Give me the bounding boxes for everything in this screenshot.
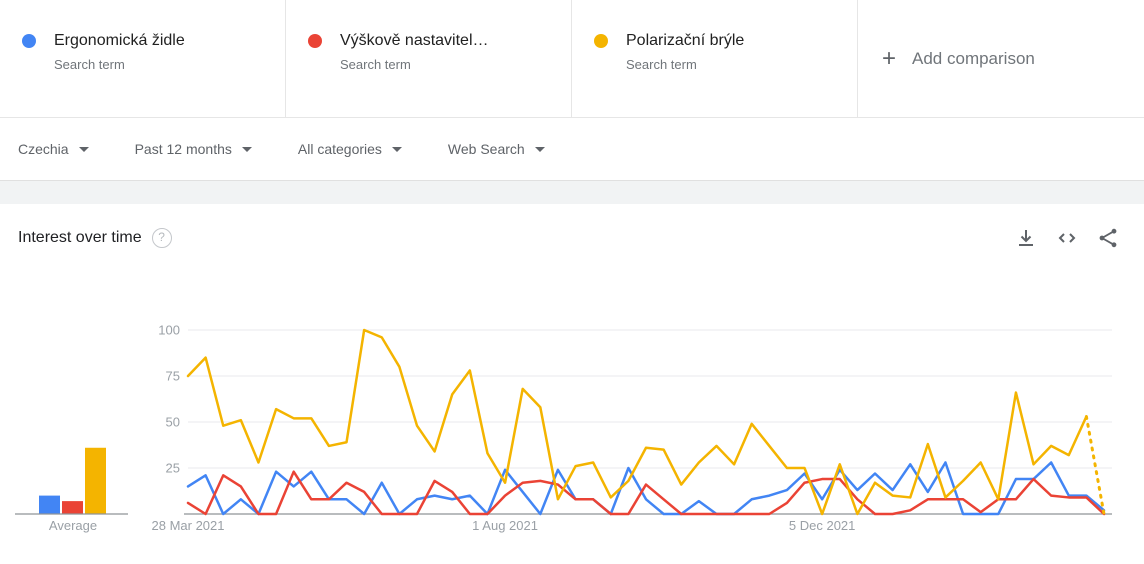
term-subtitle: Search term — [340, 57, 411, 72]
download-icon — [1019, 229, 1033, 246]
comparison-cards-row: Ergonomická židle Search term Výškově na… — [0, 0, 1144, 118]
add-comparison-button[interactable]: + Add comparison — [858, 0, 1144, 117]
embed-button[interactable] — [1055, 226, 1079, 250]
term-card-1[interactable]: Ergonomická židle Search term — [0, 0, 286, 117]
add-comparison-label: Add comparison — [912, 48, 1035, 68]
filter-region-dropdown[interactable]: Czechia — [18, 141, 89, 157]
average-label: Average — [49, 518, 97, 533]
y-axis-tick-75: 75 — [166, 369, 180, 384]
panel-header: Interest over time ? — [0, 204, 1144, 254]
share-icon — [1099, 228, 1117, 247]
filter-time-range-label: Past 12 months — [134, 141, 232, 157]
y-axis-tick-50: 50 — [166, 415, 180, 430]
average-bar-3 — [85, 447, 106, 514]
chevron-down-icon — [391, 146, 402, 152]
term-subtitle: Search term — [54, 57, 125, 72]
series-line-3 — [186, 328, 1088, 516]
interest-over-time-panel: Interest over time ? 25 50 75 100 Average 28 … — [0, 204, 1144, 564]
x-axis-tick-3: 5 Dec 2021 — [789, 518, 856, 533]
term-color-dot-red — [308, 34, 322, 48]
term-card-2[interactable]: Výškově nastavitel… Search term — [286, 0, 572, 117]
embed-code-icon — [1058, 232, 1076, 243]
chevron-down-icon — [534, 146, 545, 152]
term-card-3[interactable]: Polarizační brýle Search term — [572, 0, 858, 117]
term-title: Výškově nastavitel… — [340, 32, 489, 49]
filter-region-label: Czechia — [18, 141, 69, 157]
y-axis-tick-25: 25 — [166, 461, 180, 476]
x-axis-tick-1: 28 Mar 2021 — [152, 518, 225, 533]
chevron-down-icon — [241, 146, 252, 152]
x-axis-tick-2: 1 Aug 2021 — [472, 518, 538, 533]
section-divider — [0, 181, 1144, 204]
term-title: Ergonomická židle — [54, 32, 185, 49]
chevron-down-icon — [78, 146, 89, 152]
series-line-1 — [186, 461, 1106, 516]
chart-area: 25 50 75 100 Average 28 Mar 2021 1 Aug 2021 5 D… — [0, 254, 1144, 564]
filter-search-type-label: Web Search — [447, 141, 525, 157]
term-title: Polarizační brýle — [626, 32, 745, 49]
filter-category-dropdown[interactable]: All categories — [298, 141, 402, 157]
help-icon[interactable]: ? — [151, 227, 172, 248]
term-color-dot-blue — [22, 34, 36, 48]
filter-time-range-dropdown[interactable]: Past 12 months — [135, 141, 252, 157]
series-line-3-dashed-tail — [1084, 414, 1106, 516]
plus-icon: + — [882, 44, 897, 72]
interest-over-time-chart[interactable]: 25 50 75 100 Average 28 Mar 2021 1 Aug 2021 5 D… — [0, 254, 1144, 564]
panel-title: Interest over time — [18, 228, 142, 246]
share-button[interactable] — [1096, 226, 1120, 250]
filter-bar: Czechia Past 12 months All categories We… — [0, 118, 1144, 181]
average-bar-2 — [62, 501, 83, 514]
average-bar-1 — [39, 495, 60, 514]
y-axis-tick-100: 100 — [158, 323, 180, 338]
term-subtitle: Search term — [626, 57, 697, 72]
series-line-2 — [186, 470, 1106, 516]
download-button[interactable] — [1014, 226, 1038, 250]
term-color-dot-yellow — [594, 34, 608, 48]
filter-search-type-dropdown[interactable]: Web Search — [448, 141, 545, 157]
filter-category-label: All categories — [297, 141, 382, 157]
